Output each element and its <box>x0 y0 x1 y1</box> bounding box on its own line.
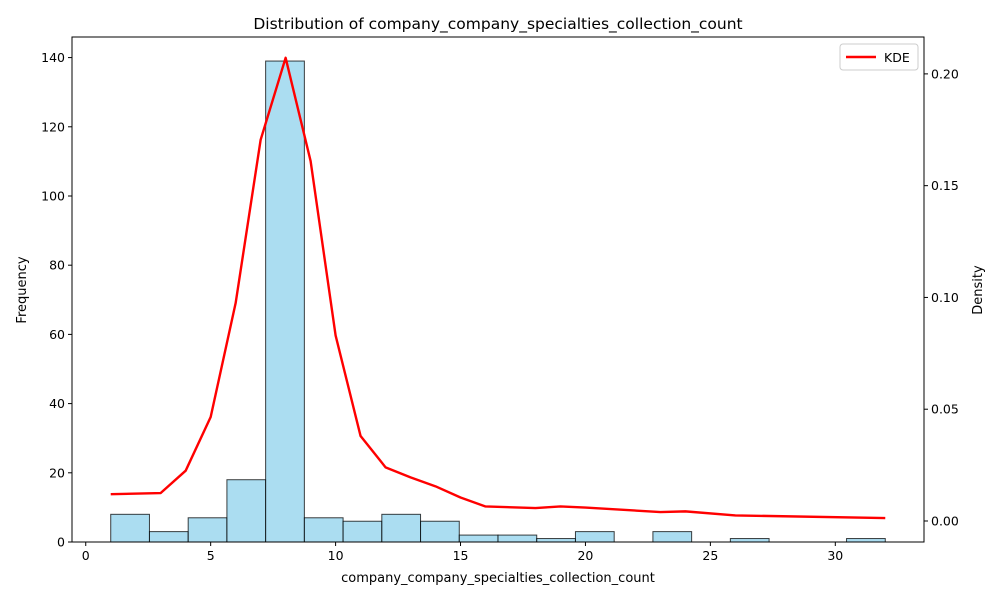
x-axis-ticks: 0 5 10 15 20 25 30 <box>82 542 843 563</box>
y-tick-label: 120 <box>41 119 65 134</box>
y2-axis-ticks: 0.00 0.05 0.10 0.15 0.20 <box>924 66 959 528</box>
x-tick-label: 15 <box>453 548 469 563</box>
legend-box <box>839 43 919 71</box>
x-tick-label: 10 <box>328 548 344 563</box>
y2-tick-label: 0.05 <box>931 402 959 417</box>
y-tick-label: 140 <box>41 50 65 65</box>
x-tick-label: 25 <box>702 548 718 563</box>
y2-tick-label: 0.15 <box>931 178 959 193</box>
chart-title: Distribution of company_company_specialt… <box>253 15 742 34</box>
histogram-bar-9 <box>458 534 499 543</box>
y-tick-label: 0 <box>57 535 65 550</box>
y-tick-label: 100 <box>41 188 65 203</box>
x-tick-label: 30 <box>827 548 843 563</box>
legend-kde-label: KDE <box>884 50 910 65</box>
legend: KDE <box>839 43 919 71</box>
x-axis-label: company_company_specialties_collection_c… <box>341 571 655 586</box>
x-tick-label: 20 <box>577 548 593 563</box>
histogram-bar-5 <box>303 517 344 543</box>
histogram-bar-19 <box>846 538 886 543</box>
axes-frame <box>71 36 925 543</box>
histogram-bar-12 <box>574 531 615 543</box>
y-tick-label: 40 <box>49 396 65 411</box>
kde-series <box>110 56 886 520</box>
kde-line <box>110 56 886 520</box>
y-tick-label: 80 <box>49 258 65 273</box>
histogram-bar-14 <box>652 531 693 543</box>
histogram-bar-0 <box>110 513 150 543</box>
histogram-bar-1 <box>148 531 189 543</box>
histogram-bar-3 <box>226 479 267 543</box>
histogram-bar-16 <box>729 538 770 543</box>
y2-tick-label: 0.20 <box>931 66 959 81</box>
x-tick-label: 0 <box>82 548 90 563</box>
histogram-bar-6 <box>342 520 383 543</box>
histogram-bar-4 <box>265 60 305 543</box>
histogram-bar-7 <box>381 513 422 543</box>
histogram-bars <box>110 60 886 543</box>
plot-frame <box>71 36 925 543</box>
y-tick-label: 60 <box>49 327 65 342</box>
y-axis-ticks: 0 20 40 60 80 100 120 140 <box>41 50 72 550</box>
histogram-bar-8 <box>420 520 460 543</box>
y2-tick-label: 0.10 <box>931 290 959 305</box>
y2-axis-label: Density <box>971 265 986 315</box>
x-tick-label: 5 <box>207 548 215 563</box>
histogram-bar-2 <box>187 517 228 543</box>
histogram-bar-11 <box>536 538 576 543</box>
y2-tick-label: 0.00 <box>931 513 959 528</box>
y-tick-label: 20 <box>49 465 65 480</box>
histogram-bar-10 <box>497 534 538 543</box>
y-axis-label: Frequency <box>15 256 30 323</box>
